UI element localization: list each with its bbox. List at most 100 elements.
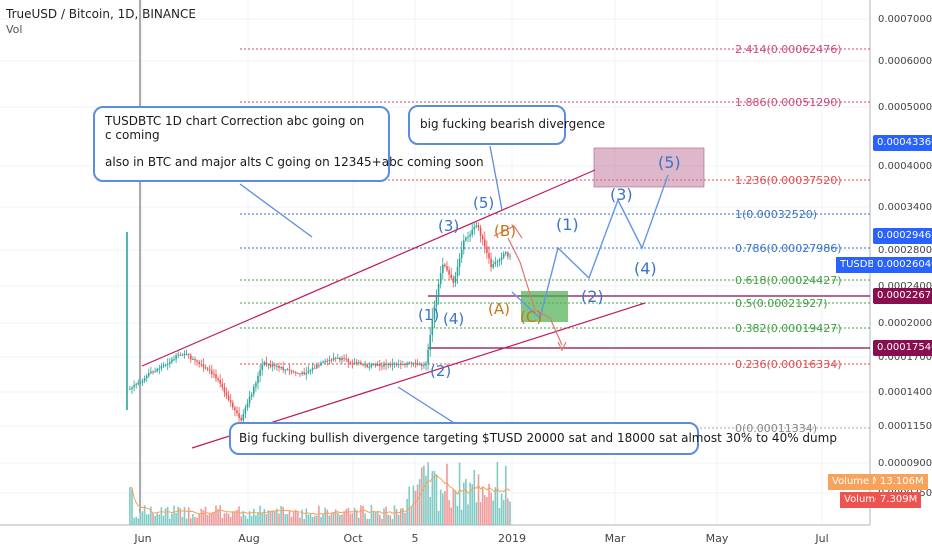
red-projection[interactable] — [493, 225, 567, 352]
volume-bar — [387, 514, 389, 525]
svg-text:May: May — [706, 532, 729, 545]
wave-impulse-5: (5) — [473, 194, 494, 212]
volume-bar — [299, 517, 301, 525]
volume-bar — [366, 518, 368, 525]
candle-body — [301, 372, 303, 374]
volume-bar — [475, 502, 478, 525]
time-axis-labels: Jun Aug Oct 5 2019 Mar May Jul — [133, 532, 828, 545]
svg-text:Aug: Aug — [238, 532, 259, 545]
volume-bar — [372, 511, 375, 525]
candle-body — [307, 370, 310, 373]
volume-bar — [242, 511, 245, 525]
volume-bar — [452, 489, 455, 525]
volume-label: Volume — [840, 492, 886, 508]
symbol-title: TrueUSD / Bitcoin, 1D, BINANCE — [6, 7, 196, 21]
volume-bar — [225, 512, 228, 525]
candle-body — [471, 229, 473, 235]
volume-bar — [318, 505, 320, 525]
candle-body — [194, 358, 196, 361]
candle-body — [431, 319, 434, 336]
wave-impulse-4: (4) — [443, 310, 464, 328]
volume-bar — [196, 517, 198, 525]
volume-bar — [412, 485, 415, 525]
volume-bar — [154, 515, 156, 525]
candle-body — [446, 266, 448, 271]
candle-body — [217, 378, 219, 381]
candle-body — [509, 255, 511, 257]
volume-bar — [486, 497, 488, 525]
volume-bar — [402, 507, 404, 525]
volume-bar — [164, 508, 167, 525]
volume-bar — [381, 518, 383, 525]
candle-body — [423, 365, 425, 367]
candle-body — [345, 358, 347, 360]
candle-body — [166, 363, 169, 365]
target-box-top[interactable] — [593, 147, 705, 188]
volume-bar — [213, 512, 215, 525]
volume-bar — [187, 507, 190, 525]
volume-value: 7.309M — [876, 492, 922, 508]
candle-body — [414, 363, 417, 365]
volume-bar — [397, 514, 400, 525]
candle-body — [244, 407, 247, 414]
volume-bar — [439, 489, 442, 525]
callout-bottom[interactable]: Big fucking bullish divergence targeting… — [229, 422, 837, 455]
candle-body — [494, 261, 497, 265]
volume-bar — [315, 515, 318, 525]
volume-bar — [238, 506, 240, 525]
candle-body — [210, 370, 213, 375]
candle-body — [208, 369, 211, 371]
volume-bar — [425, 475, 427, 525]
candle-body — [452, 278, 455, 283]
volume-bar — [208, 513, 211, 525]
volume-bar — [418, 479, 421, 525]
candle-body — [467, 236, 469, 238]
volume-bar — [345, 509, 347, 525]
volume-bar — [444, 491, 446, 525]
target-box-green[interactable] — [521, 291, 568, 322]
callout-top-left[interactable]: TUSDBTC 1D chart Correction abc going on… — [93, 106, 484, 182]
volume-bar — [303, 518, 305, 525]
volume-bar — [320, 516, 322, 525]
volume-bar — [355, 510, 358, 525]
volume-bar — [210, 513, 213, 525]
channel-lines[interactable] — [141, 169, 646, 449]
candle-body — [271, 364, 274, 367]
candle-body — [322, 362, 324, 364]
candle-body — [187, 354, 190, 356]
candle-body — [328, 359, 331, 362]
callout-top-center[interactable]: big fucking bearish divergence — [408, 105, 605, 145]
volume-bar — [496, 462, 499, 525]
candle-body — [460, 249, 463, 259]
callout-bottom-text: Big fucking bullish divergence targeting… — [239, 431, 837, 445]
price-tag-22677: 0.00022677 — [873, 288, 932, 304]
volume-bar — [404, 512, 406, 525]
volume-bar — [252, 508, 255, 525]
candle-body — [175, 355, 177, 360]
candle-body — [496, 261, 499, 263]
volume-bar — [236, 509, 238, 525]
volume-bar — [307, 514, 310, 525]
volume-bar — [414, 490, 417, 525]
candle-body — [383, 363, 385, 367]
candle-body — [507, 252, 509, 257]
volume-bar — [198, 513, 200, 525]
volume-bar — [334, 509, 337, 525]
volume-bar — [473, 469, 476, 525]
volume-bar — [246, 518, 249, 525]
price-candles[interactable] — [126, 221, 511, 428]
candle-body — [330, 359, 333, 361]
candle-body — [334, 357, 337, 359]
candle-body — [177, 354, 179, 356]
volume-bar — [483, 495, 486, 525]
volume-bar — [336, 512, 339, 525]
candle-body — [355, 362, 358, 364]
callout-pointers — [239, 145, 503, 429]
projection-path[interactable] — [511, 174, 669, 320]
candle-body — [255, 383, 257, 387]
price-tag-29462: 0.00029462 — [873, 228, 932, 244]
volume-bar — [301, 509, 303, 525]
candle-body — [145, 375, 148, 379]
candle-body — [248, 396, 251, 404]
